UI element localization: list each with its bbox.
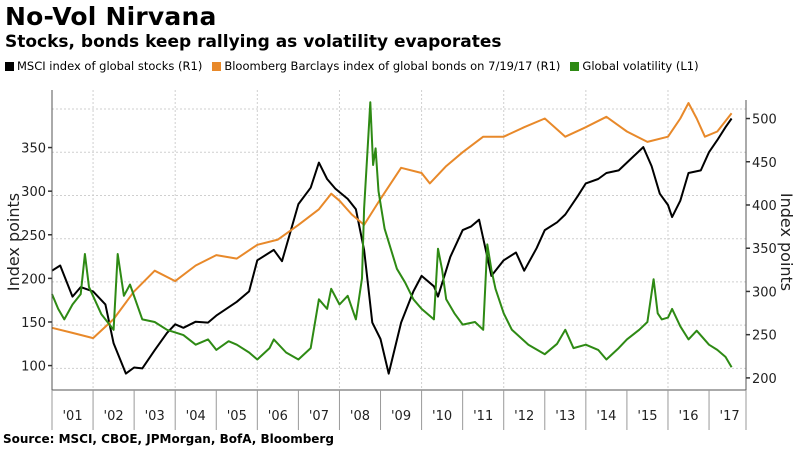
x-axis-tick-label: '10 xyxy=(432,409,452,424)
chart-subtitle: Stocks, bonds keep rallying as volatilit… xyxy=(5,32,502,52)
chart-title: No-Vol Nirvana xyxy=(5,2,217,31)
legend-swatch-bonds xyxy=(212,61,222,71)
x-axis-tick-label: '09 xyxy=(391,409,411,424)
left-axis-title: Index points xyxy=(4,193,23,291)
right-axis-tick-label: 400 xyxy=(752,199,777,214)
x-axis-tick-label: '14 xyxy=(596,409,616,424)
legend-label-bonds: Bloomberg Barclays index of global bonds… xyxy=(224,59,561,73)
x-axis-tick-label: '03 xyxy=(145,409,165,424)
legend-item-msci: MSCI index of global stocks (R1) xyxy=(5,59,202,73)
legend-item-bonds: Bloomberg Barclays index of global bonds… xyxy=(212,59,560,73)
x-axis-tick-label: '06 xyxy=(268,409,288,424)
x-axis-tick-label: '17 xyxy=(720,409,740,424)
right-axis-tick-label: 350 xyxy=(752,242,777,257)
series-line-global-bonds xyxy=(51,102,733,340)
left-axis-tick-label: 150 xyxy=(21,316,46,331)
legend-label-volatility: Global volatility (L1) xyxy=(582,59,699,73)
x-axis-tick-label: '01 xyxy=(62,409,82,424)
x-axis-tick-label: '11 xyxy=(473,409,493,424)
legend: MSCI index of global stocks (R1) Bloombe… xyxy=(5,59,699,73)
left-axis-tick-label: 200 xyxy=(21,272,46,287)
left-axis-tick-label: 250 xyxy=(21,229,46,244)
series-line-global-volatility xyxy=(51,101,733,368)
source-note: Source: MSCI, CBOE, JPMorgan, BofA, Bloo… xyxy=(3,432,334,446)
left-axis-tick-label: 350 xyxy=(21,142,46,157)
x-axis-tick-label: '08 xyxy=(350,409,370,424)
right-axis-tick-label: 300 xyxy=(752,285,777,300)
x-axis-tick-label: '13 xyxy=(555,409,575,424)
right-axis-tick-label: 200 xyxy=(752,372,777,387)
axes: 100 150 200 250 300 350 200 250 300 350 400 450 500 '… xyxy=(21,90,777,430)
legend-item-volatility: Global volatility (L1) xyxy=(570,59,699,73)
x-axis-tick-label: '15 xyxy=(637,409,657,424)
series-line-msci-stocks xyxy=(51,117,733,375)
right-axis-title: Index points xyxy=(777,193,796,291)
gridlines xyxy=(52,90,746,390)
x-axis-tick-label: '04 xyxy=(186,409,206,424)
right-axis-tick-label: 500 xyxy=(752,113,777,128)
x-axis-tick-label: '16 xyxy=(678,409,698,424)
x-axis-tick-label: '02 xyxy=(104,409,124,424)
left-axis-tick-label: 100 xyxy=(21,360,46,375)
series-lines xyxy=(51,101,733,375)
right-axis-tick-label: 250 xyxy=(752,329,777,344)
legend-swatch-volatility xyxy=(570,61,580,71)
x-axis-tick-label: '12 xyxy=(514,409,534,424)
left-axis-tick-label: 300 xyxy=(21,185,46,200)
legend-swatch-msci xyxy=(5,61,14,71)
x-axis-tick-label: '05 xyxy=(227,409,247,424)
right-axis-tick-label: 450 xyxy=(752,156,777,171)
x-axis-tick-label: '07 xyxy=(309,409,329,424)
legend-label-msci: MSCI index of global stocks (R1) xyxy=(17,59,203,73)
